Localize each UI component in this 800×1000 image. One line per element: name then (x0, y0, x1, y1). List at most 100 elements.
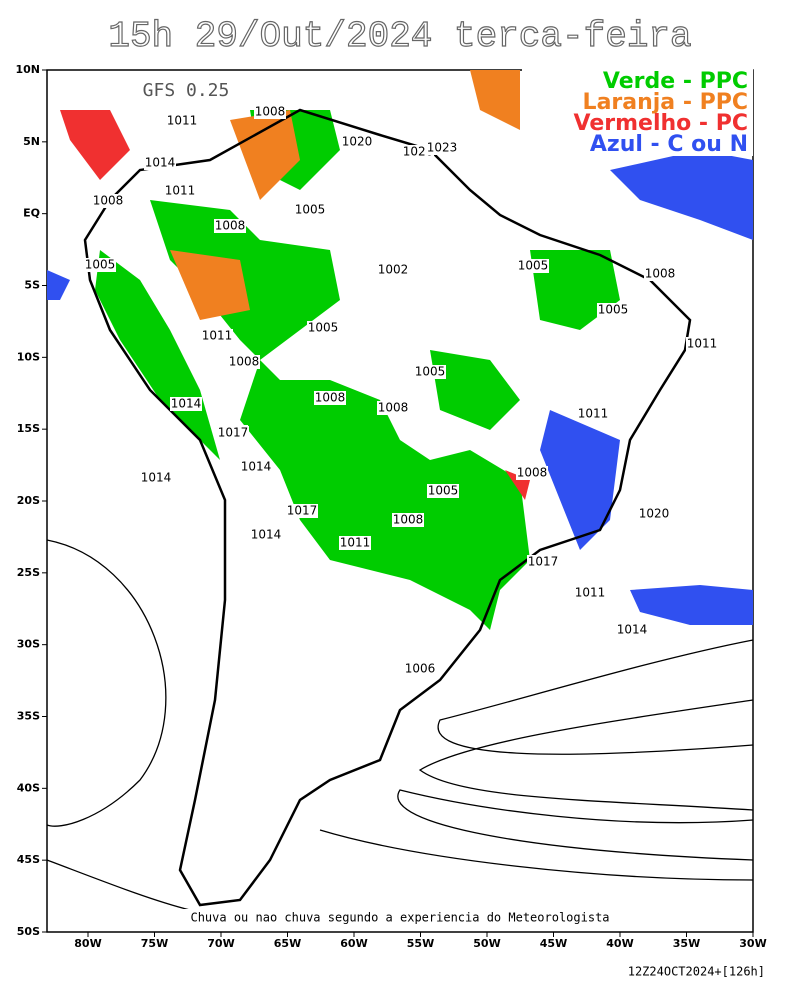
isobar-label: 1017 (218, 426, 249, 440)
isobar-label-bg (201, 329, 233, 343)
lon-label: 35W (673, 937, 700, 950)
legend-box (522, 68, 753, 156)
isobar-label-bg (574, 586, 606, 600)
isobar-label-bg (404, 662, 436, 676)
isobar-label-bg (294, 203, 326, 217)
axes: 10N 5N EQ 5S 10S 15S 20S 25S 30S 35S 40S 45S 50S 80W 7… (15, 63, 766, 950)
isobar-label-bg (286, 504, 318, 518)
isobar-label-bg (254, 105, 286, 119)
lat-label: 40S (17, 781, 40, 794)
lon-label: 80W (74, 937, 101, 950)
isobar-label: 1014 (171, 397, 202, 411)
lon-label: 50W (473, 937, 500, 950)
lat-label: 35S (17, 710, 40, 723)
isobar-label: 1008 (378, 401, 409, 415)
isobar-label: 1014 (141, 471, 172, 485)
isobar-label-bg (170, 397, 202, 411)
orange-area (470, 70, 520, 130)
map-title: 15h 29/Out/2024 terca-feira (108, 16, 691, 57)
legend-entry: Vermelho - PC (574, 111, 748, 136)
isobar-label-bg (597, 303, 629, 317)
coastline (83, 108, 692, 907)
isobar-label-bg (164, 184, 196, 198)
isobar-label: 1011 (167, 114, 198, 128)
isobar-label: 1008 (393, 513, 424, 527)
isobar-label-bg (517, 259, 549, 273)
blue-area (610, 150, 753, 240)
isobar-label: 1005 (295, 203, 326, 217)
blue-area (540, 410, 620, 550)
isobar-label-bg (427, 484, 459, 498)
isobar-label: 1005 (518, 259, 549, 273)
lat-label: 10S (17, 350, 40, 363)
isobar-label: 1014 (241, 460, 272, 474)
isobar-labels: 1008 1011 1014 1011 1008 1005 1005 1002 1005 1008… (84, 105, 718, 676)
isobar-label: 1008 (215, 219, 246, 233)
isobar-label: 1014 (145, 156, 176, 170)
isobar-label-bg (377, 401, 409, 415)
isobar-label: 1014 (251, 528, 282, 542)
isobar-label-bg (339, 536, 371, 550)
isobar-label: 1011 (687, 337, 718, 351)
blue-area (47, 270, 70, 300)
isobar-label: 1005 (428, 484, 459, 498)
isobar-label: 1011 (340, 536, 371, 550)
lon-label: 45W (540, 937, 567, 950)
orange-area (230, 110, 300, 200)
isobar-label-bg (644, 267, 676, 281)
isobars (46, 539, 754, 911)
isobar-label: 1008 (645, 267, 676, 281)
isobar-label: 1020 (639, 507, 670, 521)
lat-label: 20S (17, 494, 40, 507)
footer-note: Chuva ou nao chuva segundo a experiencia… (190, 911, 609, 925)
note-box (150, 909, 650, 927)
isobar-label: 1005 (308, 321, 339, 335)
isobar-label: 1006 (405, 662, 436, 676)
lat-label: EQ (23, 207, 40, 220)
run-info: 12Z24OCT2024+[126h] (628, 965, 765, 979)
legend-entry: Azul - C ou N (590, 132, 748, 157)
isobar-label-bg (527, 555, 559, 569)
isobar-label-bg (686, 337, 718, 351)
green-area (430, 350, 520, 430)
legend-entry: Verde - PPC (603, 69, 748, 94)
lat-label: 15S (17, 422, 40, 435)
isobar-label-bg (140, 471, 172, 485)
isobar-label-bg (341, 135, 373, 149)
isobar-label: 1005 (85, 258, 116, 272)
isobar-label-bg (414, 365, 446, 379)
isobar-label: 1020 (342, 135, 373, 149)
isobar-label: 1023 (427, 141, 458, 155)
isobar-label-bg (392, 513, 424, 527)
isobar-label-bg (214, 219, 246, 233)
isobar-label-bg (166, 114, 198, 128)
lon-label: 65W (274, 937, 301, 950)
isobar-label: 1011 (578, 407, 609, 421)
lon-label: 40W (606, 937, 633, 950)
isobar-label: 1005 (415, 365, 446, 379)
isobar-label: 1017 (528, 555, 559, 569)
isobar-label-bg (250, 528, 282, 542)
isobar-label: 1011 (165, 184, 196, 198)
blue-area (630, 585, 753, 625)
lon-label: 70W (207, 937, 234, 950)
isobar-label: 1020 (403, 145, 434, 159)
lon-label: 75W (141, 937, 168, 950)
isobar-label: 1008 (255, 105, 286, 119)
isobar-label: 1014 (617, 623, 648, 637)
isobar-label: 1011 (575, 586, 606, 600)
isobar-label-bg (638, 507, 670, 521)
lat-label: 50S (17, 925, 40, 938)
lon-label: 60W (340, 937, 367, 950)
isobar-label-bg (314, 391, 346, 405)
legend-entry: Laranja - PPC (583, 90, 748, 115)
isobar-label-bg (84, 258, 116, 272)
isobar-label: 1011 (202, 329, 233, 343)
isobar-label-bg (92, 194, 124, 208)
lat-label: 45S (17, 853, 40, 866)
isobar-label-bg (240, 460, 272, 474)
model-label: GFS 0.25 (143, 80, 230, 101)
lat-label: 30S (17, 638, 40, 651)
lat-label: 10N (15, 63, 40, 76)
